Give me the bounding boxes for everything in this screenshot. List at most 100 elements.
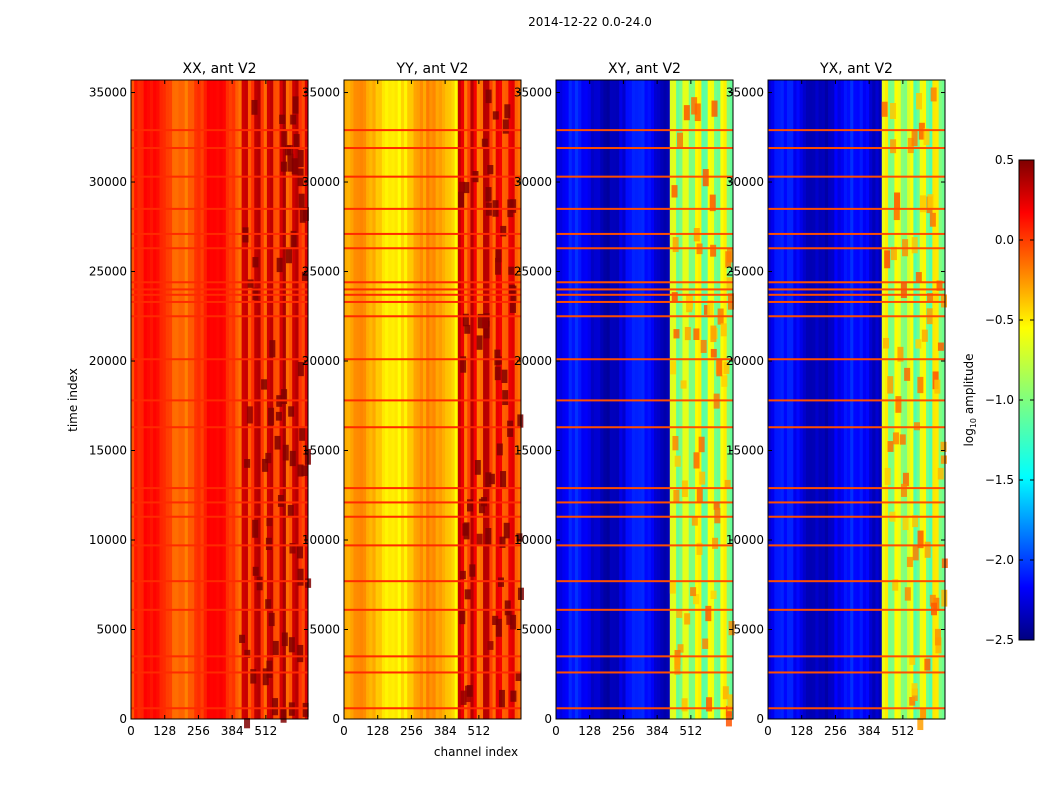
heatmap-blob (497, 577, 504, 587)
heatmap-blob (510, 199, 517, 213)
heatmap-blob (674, 455, 681, 467)
heatmap-blob (507, 420, 514, 437)
heatmap-blob (483, 320, 490, 339)
y-tick-label: 30000 (89, 175, 127, 189)
heatmap-blob (503, 522, 510, 539)
rfi-row (131, 207, 308, 210)
y-tick-label: 35000 (302, 86, 340, 100)
heatmap-blob (693, 594, 700, 605)
rfi-row (768, 247, 945, 250)
rfi-row (344, 129, 521, 132)
heatmap-blob (252, 257, 259, 268)
heatmap-blob (508, 266, 515, 275)
heatmap-blob (710, 244, 717, 257)
colorbar-tick-label: −1.0 (985, 393, 1014, 407)
heatmap-blob (467, 499, 474, 512)
heatmap-blob (244, 649, 251, 658)
heatmap-blob (287, 153, 294, 172)
y-tick-label: 20000 (514, 354, 552, 368)
y-tick-label: 30000 (514, 175, 552, 189)
x-tick-label: 0 (340, 724, 348, 738)
heatmap-blob (246, 406, 253, 424)
heatmap-blob (940, 455, 947, 464)
heatmap-blob (725, 705, 732, 717)
heatmap-blob (887, 376, 894, 394)
heatmap-blob (492, 111, 499, 120)
heatmap-blob (924, 541, 931, 558)
heatmap-blob (917, 530, 924, 549)
rfi-row (556, 580, 733, 583)
x-tick-label: 256 (612, 724, 635, 738)
rfi-row (556, 426, 733, 429)
heatmap-blob (929, 594, 936, 607)
heatmap-blob (909, 655, 916, 665)
rfi-row (344, 232, 521, 235)
rfi-row (344, 281, 521, 284)
rfi-row (131, 147, 308, 150)
heatmap-blob (481, 138, 488, 147)
heatmap-blob (895, 396, 902, 413)
heatmap-blob (301, 271, 308, 281)
heatmap-blob (673, 329, 680, 339)
heatmap-blob (496, 443, 503, 456)
heatmap-blob (693, 452, 700, 469)
heatmap-blob (915, 339, 922, 349)
heatmap-blob (930, 87, 937, 102)
heatmap-blob (712, 537, 719, 549)
heatmap-blob (932, 292, 939, 302)
rfi-row (556, 315, 733, 318)
heatmap-blob (299, 207, 306, 223)
heatmap-blob (940, 294, 947, 308)
heatmap-blob (266, 660, 273, 678)
colorbar-label-suffix: amplitude (962, 354, 976, 418)
rfi-row (768, 608, 945, 611)
heatmap-blob (892, 432, 899, 445)
rfi-row (556, 501, 733, 504)
rfi-row (131, 281, 308, 284)
y-tick-label: 25000 (302, 265, 340, 279)
heatmap-blob (289, 543, 296, 554)
heatmap-blob (268, 407, 275, 426)
x-tick-label: 384 (434, 724, 457, 738)
heatmap-blob (705, 605, 712, 622)
heatmap-blob (485, 472, 492, 488)
rfi-row (131, 288, 308, 291)
rfi-row (768, 655, 945, 658)
heatmap-blob (265, 599, 272, 610)
heatmap-panel: XX, ant V2 0 128 256 384 512 0 5000 10000 15000 20… (89, 61, 312, 738)
heatmap-blob (728, 620, 735, 636)
x-tick-label: 512 (891, 724, 914, 738)
rfi-row (344, 544, 521, 547)
rfi-row (344, 707, 521, 710)
panel-frame (767, 79, 946, 720)
rfi-row (556, 544, 733, 547)
heatmap-blob (693, 328, 700, 341)
heatmap-blob (256, 576, 263, 591)
rfi-row (768, 281, 945, 284)
heatmap-blob (927, 293, 934, 302)
heatmap-blob (297, 149, 304, 167)
heatmap-blob (485, 187, 492, 202)
heatmap-blob (474, 460, 481, 475)
rfi-row (131, 247, 308, 250)
heatmap-blob (276, 257, 283, 273)
heatmap-blob (244, 717, 251, 729)
panel-frame (555, 79, 734, 720)
heatmap-blob (281, 389, 288, 405)
rfi-row (131, 487, 308, 490)
heatmap-blob (302, 207, 309, 221)
heatmap-blob (916, 93, 923, 110)
rfi-row (556, 707, 733, 710)
heatmap-blob (890, 139, 897, 154)
heatmap-blob (296, 546, 303, 559)
panel-title: XY, ant V2 (608, 61, 681, 77)
colorbar-tick-label: 0.5 (995, 153, 1014, 167)
heatmap-blob (302, 702, 309, 717)
rfi-row (131, 707, 308, 710)
colorbar-ticks: −2.5 −2.0 −1.5 −1.0 −0.5 0.0 0.5 (985, 153, 1034, 647)
rfi-row (344, 655, 521, 658)
rfi-row (131, 175, 308, 178)
y-tick-label: 5000 (733, 623, 764, 637)
heatmap-blob (897, 346, 904, 362)
heatmap-blob (707, 300, 714, 318)
